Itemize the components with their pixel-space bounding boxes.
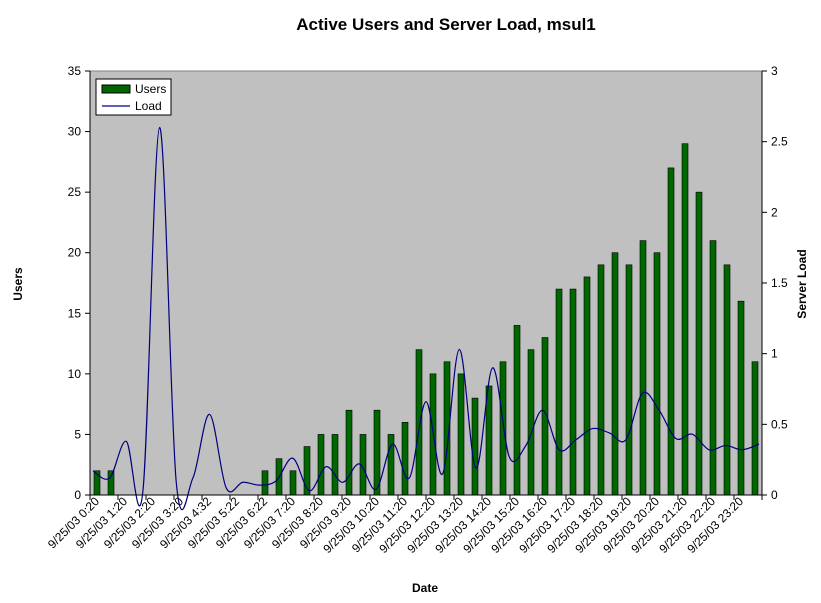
legend-users-swatch (101, 84, 131, 94)
users-bar (401, 422, 409, 496)
load-line (92, 126, 760, 511)
left-tick-label: 0 (74, 488, 81, 502)
users-bar (639, 240, 647, 496)
left-tick-label: 10 (68, 367, 82, 381)
right-tick-label: 1.5 (771, 276, 788, 290)
users-bar (345, 409, 353, 496)
right-tick-label: 3 (771, 64, 778, 78)
users-bar (499, 361, 507, 496)
users-bar (513, 325, 521, 496)
users-bar (569, 288, 577, 496)
right-tick-label: 0.5 (771, 417, 788, 431)
right-tick-label: 0 (771, 488, 778, 502)
legend: Users Load (95, 78, 172, 116)
users-bar (667, 167, 675, 496)
users-bar (527, 349, 535, 496)
users-bar (107, 470, 115, 496)
users-bar (317, 434, 325, 496)
legend-load-label: Load (135, 99, 162, 113)
users-bar (485, 385, 493, 496)
right-axis-ticks: 0 0.5 1 1.5 2 2.5 3 (762, 64, 788, 502)
left-axis-ticks: 0 5 10 15 20 25 30 35 (68, 64, 90, 502)
users-bar (709, 240, 717, 496)
y-axis-right-title: Server Load (795, 249, 809, 318)
left-tick-label: 30 (68, 125, 82, 139)
left-tick-label: 35 (68, 64, 82, 78)
left-tick-label: 20 (68, 246, 82, 260)
left-tick-label: 5 (74, 427, 81, 441)
users-bar (611, 252, 619, 496)
left-tick-label: 15 (68, 306, 82, 320)
right-tick-label: 2 (771, 205, 778, 219)
users-bar (471, 397, 479, 496)
users-bar (751, 361, 759, 496)
plot-area (89, 70, 763, 496)
users-bar (415, 349, 423, 496)
x-axis-title: Date (412, 581, 438, 595)
right-tick-label: 2.5 (771, 135, 788, 149)
users-bar (597, 264, 605, 496)
x-axis-ticks: 9/25/03 0:209/25/03 1:209/25/03 2:209/25… (45, 494, 763, 556)
users-bar (331, 434, 339, 496)
users-bar (681, 143, 689, 496)
users-bar (555, 288, 563, 496)
users-bar (625, 264, 633, 496)
users-bar (457, 373, 465, 496)
left-tick-label: 25 (68, 185, 82, 199)
users-bar (261, 470, 269, 496)
y-axis-left-title: Users (11, 267, 25, 301)
users-bar (289, 470, 297, 496)
users-bar (653, 252, 661, 496)
users-bar (723, 264, 731, 496)
legend-users-label: Users (135, 82, 166, 96)
users-bar (737, 300, 745, 496)
right-tick-label: 1 (771, 347, 778, 361)
users-bar (695, 191, 703, 496)
chart-title: Active Users and Server Load, msul1 (296, 15, 596, 34)
users-bar (583, 276, 591, 496)
